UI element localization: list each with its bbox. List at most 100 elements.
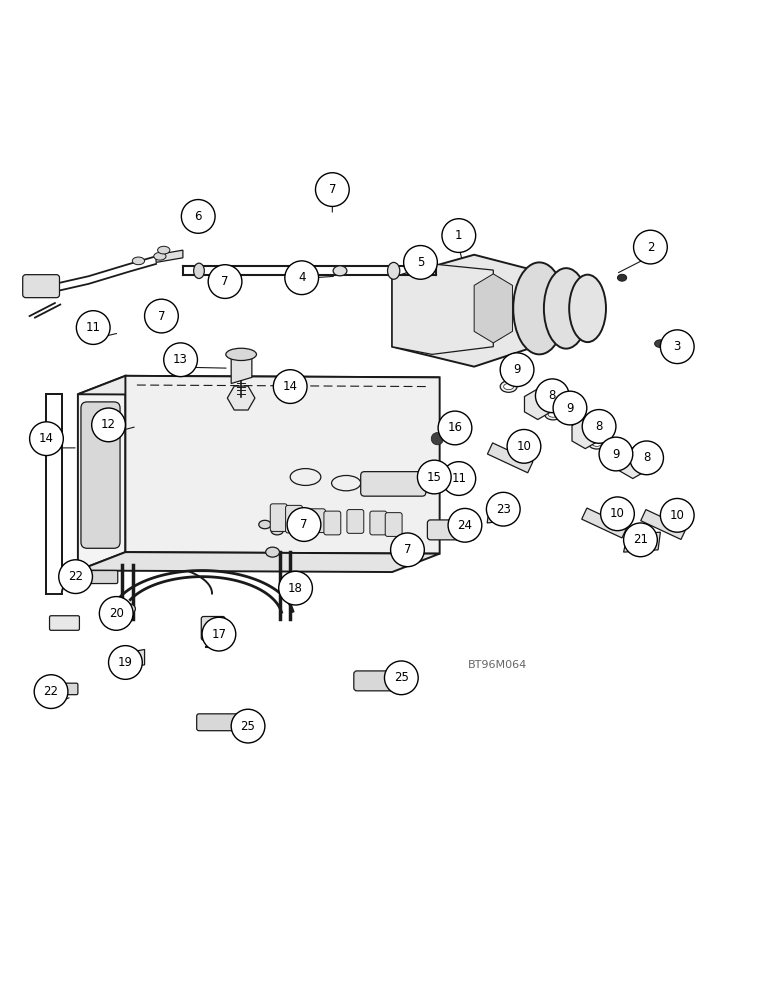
- FancyBboxPatch shape: [22, 275, 59, 298]
- Ellipse shape: [513, 262, 565, 354]
- Circle shape: [507, 429, 541, 463]
- Text: 7: 7: [404, 543, 411, 556]
- Text: 24: 24: [458, 519, 472, 532]
- Polygon shape: [641, 510, 686, 539]
- Circle shape: [29, 422, 63, 456]
- Ellipse shape: [259, 520, 271, 529]
- Text: 14: 14: [283, 380, 298, 393]
- FancyBboxPatch shape: [286, 505, 303, 533]
- Circle shape: [660, 498, 694, 532]
- Circle shape: [442, 462, 476, 495]
- Circle shape: [391, 533, 425, 567]
- Circle shape: [634, 230, 667, 264]
- FancyBboxPatch shape: [324, 511, 340, 535]
- Circle shape: [418, 460, 451, 494]
- Circle shape: [287, 508, 321, 541]
- Text: 13: 13: [173, 353, 188, 366]
- FancyBboxPatch shape: [370, 511, 387, 535]
- FancyBboxPatch shape: [385, 513, 402, 536]
- FancyBboxPatch shape: [49, 616, 80, 630]
- Polygon shape: [392, 264, 493, 354]
- Ellipse shape: [545, 408, 561, 420]
- Polygon shape: [524, 389, 551, 420]
- Polygon shape: [78, 376, 125, 571]
- Text: 8: 8: [549, 389, 556, 402]
- Circle shape: [601, 497, 635, 531]
- Circle shape: [34, 675, 68, 708]
- Ellipse shape: [333, 266, 347, 276]
- Circle shape: [432, 433, 443, 445]
- FancyBboxPatch shape: [347, 510, 364, 533]
- Text: 8: 8: [643, 451, 650, 464]
- Circle shape: [630, 441, 663, 475]
- Text: 11: 11: [86, 321, 100, 334]
- Polygon shape: [117, 649, 144, 670]
- Circle shape: [582, 410, 616, 443]
- Ellipse shape: [486, 278, 509, 339]
- Circle shape: [624, 523, 657, 557]
- Circle shape: [202, 617, 235, 651]
- Text: 6: 6: [195, 210, 202, 223]
- Text: BT96M064: BT96M064: [468, 660, 527, 670]
- Polygon shape: [78, 552, 439, 572]
- Ellipse shape: [157, 246, 170, 254]
- Circle shape: [316, 173, 349, 206]
- Polygon shape: [624, 532, 660, 552]
- Polygon shape: [231, 351, 252, 384]
- Circle shape: [384, 661, 418, 695]
- Ellipse shape: [569, 275, 606, 342]
- Polygon shape: [227, 386, 255, 410]
- Ellipse shape: [194, 263, 205, 278]
- Text: 11: 11: [452, 472, 466, 485]
- FancyBboxPatch shape: [197, 714, 243, 731]
- Circle shape: [486, 492, 520, 526]
- Circle shape: [144, 299, 178, 333]
- Ellipse shape: [291, 587, 305, 597]
- Circle shape: [100, 597, 133, 630]
- Text: 25: 25: [241, 720, 256, 733]
- Circle shape: [76, 311, 110, 344]
- Circle shape: [59, 560, 93, 594]
- Ellipse shape: [226, 348, 256, 361]
- Circle shape: [660, 330, 694, 364]
- Ellipse shape: [500, 381, 517, 392]
- Ellipse shape: [388, 262, 400, 279]
- Circle shape: [438, 411, 472, 445]
- Circle shape: [208, 265, 242, 298]
- Circle shape: [273, 370, 307, 403]
- Text: 2: 2: [647, 241, 654, 254]
- FancyBboxPatch shape: [201, 616, 225, 640]
- FancyBboxPatch shape: [354, 671, 402, 691]
- Circle shape: [92, 408, 125, 442]
- Polygon shape: [487, 502, 518, 523]
- Ellipse shape: [271, 526, 283, 535]
- Ellipse shape: [154, 252, 166, 260]
- Text: 4: 4: [298, 271, 306, 284]
- Text: 1: 1: [455, 229, 462, 242]
- Circle shape: [164, 343, 198, 377]
- Polygon shape: [619, 448, 646, 479]
- Text: 7: 7: [300, 518, 308, 531]
- Text: 16: 16: [448, 421, 462, 434]
- FancyBboxPatch shape: [78, 571, 118, 584]
- Ellipse shape: [132, 257, 144, 265]
- Polygon shape: [581, 508, 627, 538]
- FancyBboxPatch shape: [270, 504, 287, 531]
- Ellipse shape: [588, 438, 605, 449]
- Text: 25: 25: [394, 671, 408, 684]
- Text: 9: 9: [612, 448, 620, 461]
- Text: 12: 12: [101, 418, 116, 431]
- Circle shape: [285, 261, 319, 295]
- Polygon shape: [125, 376, 439, 554]
- Text: 21: 21: [633, 533, 648, 546]
- Text: 7: 7: [329, 183, 336, 196]
- Text: 14: 14: [39, 432, 54, 445]
- Text: 9: 9: [566, 402, 574, 415]
- Circle shape: [404, 246, 438, 279]
- Text: 9: 9: [513, 363, 521, 376]
- Text: 10: 10: [516, 440, 531, 453]
- Circle shape: [536, 379, 569, 413]
- Text: 19: 19: [118, 656, 133, 669]
- Ellipse shape: [282, 576, 296, 585]
- Text: 7: 7: [222, 275, 229, 288]
